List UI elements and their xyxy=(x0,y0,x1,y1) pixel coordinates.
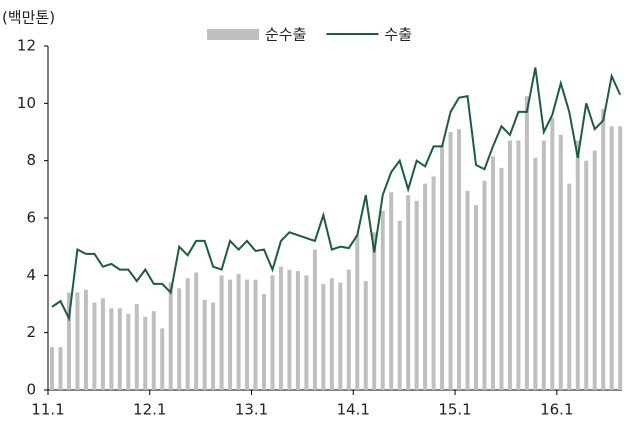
bar xyxy=(414,200,419,390)
bar xyxy=(295,271,300,390)
y-tick-label: 0 xyxy=(26,381,36,399)
x-tick-label: 16.1 xyxy=(540,401,573,419)
bar xyxy=(304,275,309,390)
bar xyxy=(50,347,54,390)
bar xyxy=(567,183,572,390)
x-tick-label: 13.1 xyxy=(235,401,268,419)
x-tick-label: 12.1 xyxy=(133,401,166,419)
bar xyxy=(465,190,470,390)
legend-label: 수출 xyxy=(384,26,412,44)
bar xyxy=(380,210,385,390)
bar xyxy=(83,289,88,390)
bar xyxy=(126,314,131,390)
y-tick-label: 4 xyxy=(26,266,36,284)
bar xyxy=(507,140,512,390)
bar xyxy=(253,279,258,390)
bar xyxy=(474,205,478,390)
bar xyxy=(346,269,351,390)
bar xyxy=(134,304,139,390)
y-tick-label: 6 xyxy=(26,209,36,227)
bar xyxy=(202,299,207,390)
bar xyxy=(457,129,462,390)
bar xyxy=(211,302,216,390)
bar xyxy=(575,140,580,390)
bar xyxy=(100,298,105,390)
bar xyxy=(592,150,597,390)
bar xyxy=(440,144,445,390)
bar xyxy=(66,292,71,390)
bar xyxy=(185,278,190,390)
bar xyxy=(490,156,495,390)
bar xyxy=(499,167,504,390)
bar xyxy=(270,275,275,390)
bar xyxy=(338,282,343,390)
y-tick-label: 12 xyxy=(17,37,36,55)
bar xyxy=(168,282,173,390)
bar xyxy=(618,126,623,391)
bar xyxy=(262,293,266,390)
bar xyxy=(558,134,563,390)
bar xyxy=(219,275,224,390)
bar xyxy=(372,232,377,390)
bar xyxy=(177,288,182,390)
bar xyxy=(423,183,428,390)
bar xyxy=(363,281,368,390)
bar xyxy=(601,109,606,391)
legend-swatch xyxy=(207,29,259,40)
bar xyxy=(541,140,546,390)
bar xyxy=(406,195,411,390)
bar xyxy=(609,126,614,391)
x-tick-label: 14.1 xyxy=(337,401,370,419)
bar xyxy=(321,283,326,390)
bar xyxy=(92,302,97,390)
bar xyxy=(278,266,283,390)
bar xyxy=(194,272,199,390)
bar xyxy=(431,176,436,390)
bar xyxy=(584,160,589,390)
bar xyxy=(329,278,334,390)
bar xyxy=(448,132,453,390)
bar xyxy=(109,308,114,390)
bar xyxy=(245,279,250,390)
bar xyxy=(58,347,63,390)
y-axis-label: (백만톤) xyxy=(2,9,55,27)
bar xyxy=(143,316,148,390)
bar xyxy=(228,279,233,390)
bar xyxy=(355,235,360,390)
bar xyxy=(550,117,555,391)
bar xyxy=(117,308,122,390)
bar xyxy=(516,140,521,390)
y-tick-label: 8 xyxy=(26,151,36,169)
bar xyxy=(533,157,538,390)
x-tick-label: 11.1 xyxy=(31,401,64,419)
line xyxy=(51,67,622,322)
bar xyxy=(75,292,80,390)
y-tick-label: 2 xyxy=(26,323,36,341)
bar xyxy=(236,273,241,390)
bar xyxy=(482,180,487,390)
y-tick-label: 10 xyxy=(17,94,36,112)
bar xyxy=(151,311,156,390)
x-tick-label: 15.1 xyxy=(438,401,471,419)
legend-label: 순수출 xyxy=(265,26,306,44)
bar xyxy=(397,220,402,390)
bar xyxy=(389,192,394,390)
bar xyxy=(312,249,317,390)
bar xyxy=(160,328,165,390)
bar xyxy=(524,96,529,391)
bar xyxy=(287,269,292,390)
